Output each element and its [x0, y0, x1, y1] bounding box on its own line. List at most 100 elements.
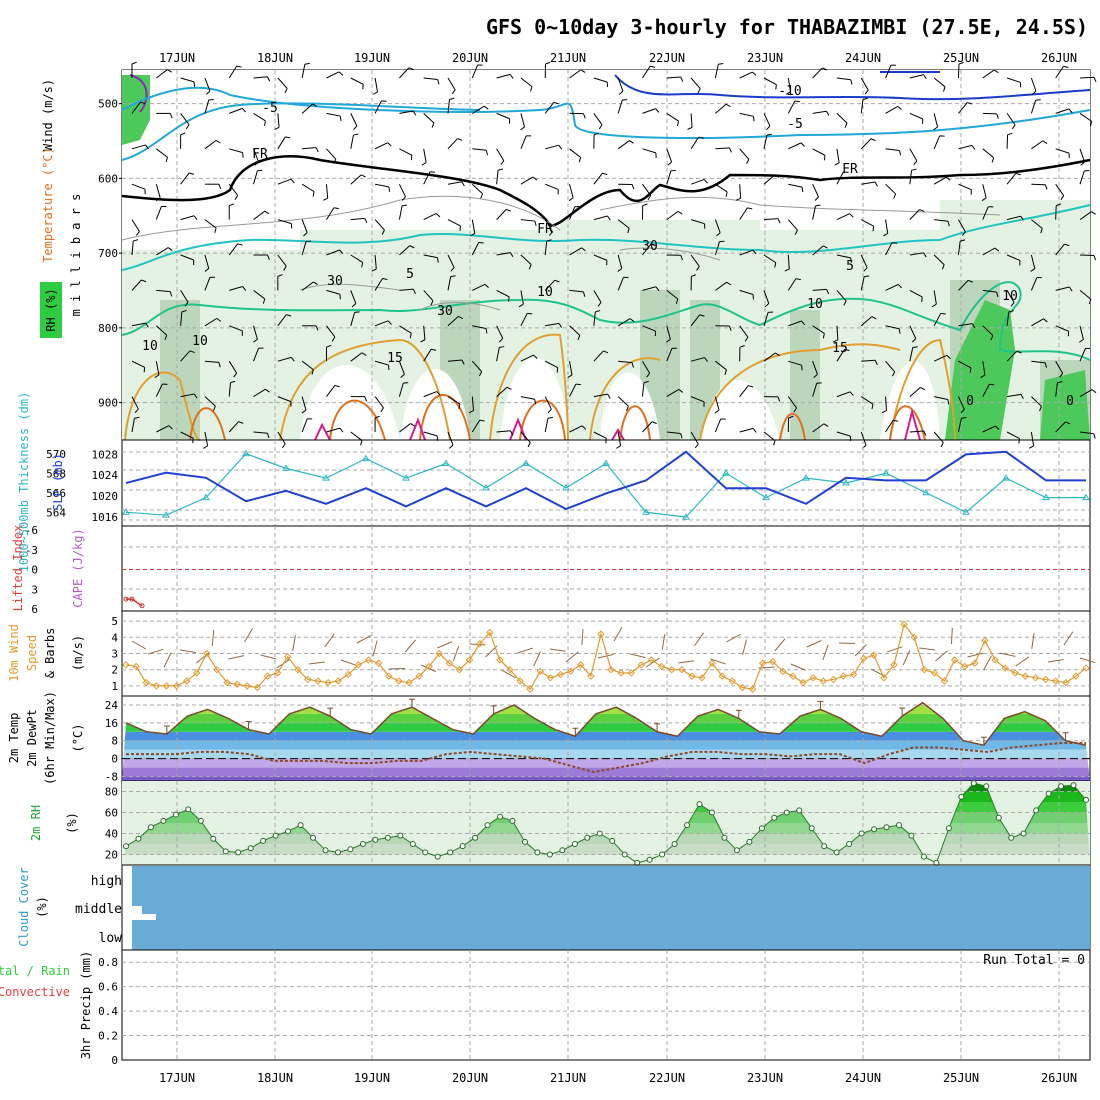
wind-barb [260, 654, 277, 660]
rh-marker [808, 825, 815, 832]
wind-barb [326, 112, 341, 117]
upper-ylabel-rh: RH (%) [44, 288, 58, 331]
precip-tick-label: 0.8 [98, 956, 118, 969]
wind-barb [399, 148, 413, 156]
wind-barb [982, 325, 994, 336]
wind-barb-flag [534, 220, 537, 227]
wind-speed-marker [374, 659, 383, 667]
wind-barb-flag [602, 172, 608, 176]
wind-barb-flag [650, 243, 657, 246]
wind-speed-marker [779, 667, 787, 676]
date-label: 20JUN [452, 1071, 488, 1085]
wind-barb-flag [1091, 211, 1096, 215]
wind-barb [301, 281, 314, 291]
wind-barb [520, 113, 526, 128]
wind-barb [806, 640, 822, 648]
wind-barb [277, 254, 287, 267]
wind-barb [1063, 631, 1074, 646]
rh-ylabel-2: (%) [65, 812, 79, 834]
temp-tick-label: 8 [111, 735, 118, 748]
wind-barb-flag [360, 440, 363, 446]
wind-barb [739, 325, 749, 338]
wind-barb [452, 645, 460, 662]
wind-barb-flag [960, 408, 965, 414]
date-label: 17JUN [159, 51, 195, 65]
wind-barb-flag [193, 393, 198, 399]
wind-barb [933, 176, 947, 185]
slp-tick-label: 1020 [92, 490, 119, 503]
wind-barb [593, 311, 596, 326]
wind-barb-flag [435, 213, 441, 218]
wind-barb [277, 77, 288, 89]
wind-speed-marker [698, 674, 706, 682]
wind-barb-flag [506, 386, 512, 390]
wind-barb-flag [155, 197, 161, 202]
date-labels-top: 17JUN 18JUN 19JUN 20JUN 21JUN 22JUN 23JUN 24JUN… [159, 51, 1077, 65]
wind-barb [710, 658, 726, 665]
wind-barb [244, 628, 254, 643]
wind-barb [326, 207, 335, 220]
wind-barb-flag [991, 157, 995, 163]
wind-barb [374, 142, 388, 150]
wind-barb [447, 77, 456, 91]
wind-barb [933, 290, 937, 305]
rh-marker [771, 814, 778, 821]
wind-barb-flag [775, 84, 777, 90]
rh-marker [833, 849, 840, 856]
wind-barb [1055, 421, 1066, 433]
wind-barb-flag [697, 88, 701, 94]
precip-tick-label: 0.6 [98, 981, 118, 994]
wind-barb [935, 650, 948, 662]
wind-barb [253, 388, 266, 398]
wind-barb-flag [871, 316, 877, 320]
wind-barb-flag [264, 210, 270, 215]
wind-barb [180, 311, 183, 326]
wind-barb [1055, 243, 1065, 256]
wind-barb [617, 318, 631, 327]
wind-barb [642, 243, 652, 256]
wind-barb-flag [277, 274, 283, 277]
wind-speed-marker [1041, 675, 1050, 684]
cloud-gap [132, 914, 156, 920]
wind-barb-flag [145, 322, 149, 328]
slp-tick-label: 1028 [92, 448, 119, 461]
wind-barb [1030, 254, 1036, 269]
wind-barb [642, 183, 652, 196]
rh-band [122, 854, 1090, 865]
temp-ylabel-4: (°C) [71, 724, 85, 753]
rh-marker [247, 845, 254, 852]
wind-barb [836, 213, 850, 221]
thickness-marker [242, 449, 250, 457]
wind-barb-flag [568, 197, 574, 202]
thickness-tick-label: 566 [46, 487, 66, 500]
wind-speed-marker [162, 682, 171, 690]
wind-barb-flag [285, 136, 291, 139]
wind-barb-flag [735, 197, 741, 201]
rh-marker [945, 825, 952, 832]
wind-barb [617, 219, 630, 229]
wind-barb [204, 317, 218, 327]
wind-barb [836, 148, 840, 163]
rh-marker [1058, 783, 1065, 790]
wind-barb [787, 77, 791, 92]
wind-barb [1006, 215, 1021, 221]
wind-speed-marker [597, 630, 605, 638]
wind-barb-flag [748, 385, 754, 388]
wind-barb [982, 184, 987, 198]
wind-barb-flag [547, 408, 552, 414]
wind-barb [690, 396, 705, 403]
wind-barb-flag [777, 218, 781, 224]
wind-speed-marker [1062, 678, 1070, 687]
wind-barb-flag [1091, 389, 1097, 394]
wind-barb [1079, 170, 1085, 185]
rh-marker [758, 825, 765, 832]
temp-band [122, 776, 1090, 781]
wind-barb-flag [528, 264, 532, 270]
rh-marker [210, 835, 217, 842]
cloud-layer-label: low [99, 931, 123, 946]
wind-barb [1079, 389, 1093, 398]
wind-barb-flag [655, 108, 660, 113]
wind-speed-marker [607, 665, 615, 674]
wind-barb-flag [580, 69, 586, 73]
thickness-marker [882, 469, 890, 476]
